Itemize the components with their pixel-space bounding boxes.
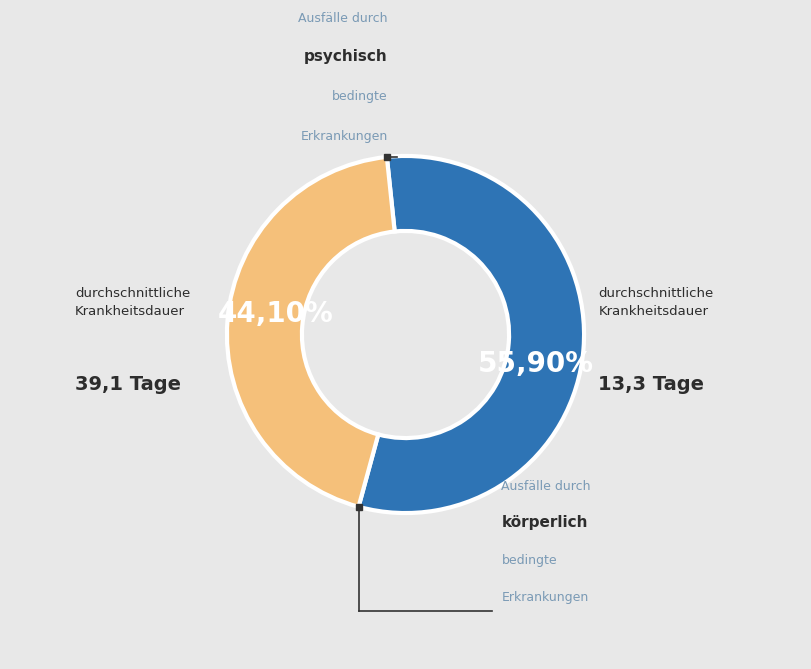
Text: bedingte: bedingte	[501, 554, 557, 567]
Text: 13,3 Tage: 13,3 Tage	[599, 375, 704, 394]
Wedge shape	[358, 156, 584, 513]
Text: Erkrankungen: Erkrankungen	[300, 130, 388, 142]
Wedge shape	[227, 157, 395, 507]
Text: psychisch: psychisch	[304, 49, 388, 64]
Text: durchschnittliche
Krankheitsdauer: durchschnittliche Krankheitsdauer	[75, 287, 191, 318]
Text: 39,1 Tage: 39,1 Tage	[75, 375, 181, 394]
Text: Ausfälle durch: Ausfälle durch	[298, 12, 388, 25]
Text: bedingte: bedingte	[332, 90, 388, 103]
Text: durchschnittliche
Krankheitsdauer: durchschnittliche Krankheitsdauer	[599, 287, 714, 318]
Text: Ausfälle durch: Ausfälle durch	[501, 480, 591, 492]
Text: körperlich: körperlich	[501, 515, 588, 530]
Text: 44,10%: 44,10%	[217, 300, 333, 328]
Text: 55,90%: 55,90%	[478, 350, 594, 377]
Text: Erkrankungen: Erkrankungen	[501, 591, 589, 605]
